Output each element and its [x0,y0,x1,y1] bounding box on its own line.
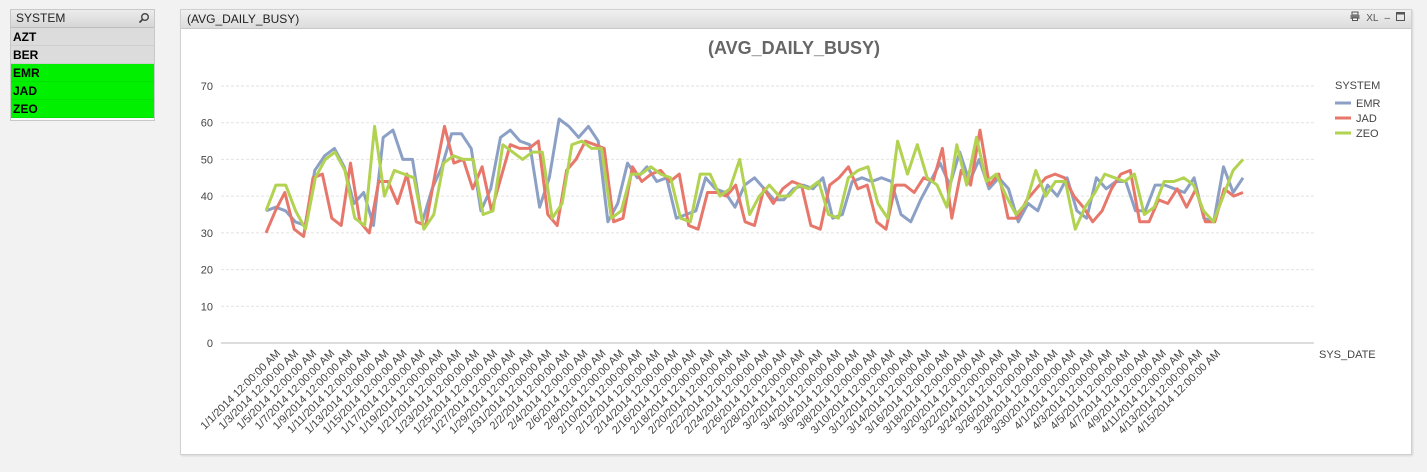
caption-icons: XL – [1350,10,1405,28]
y-axis-ticks: 0 10 20 30 40 50 60 70 [201,81,213,350]
chart-title: (AVG_DAILY_BUSY) [708,38,880,58]
legend-title: SYSTEM [1335,80,1380,92]
legend-label-zeo: ZEO [1356,128,1379,140]
maximize-icon[interactable] [1396,10,1405,28]
series-line-zeo [264,124,1245,231]
system-listbox[interactable]: SYSTEM AZT BER EMR JAD ZEO [10,9,155,121]
series-lines [264,117,1245,238]
series-line-jad [264,124,1244,238]
legend-label-jad: JAD [1356,113,1377,125]
y-tick-label: 40 [201,191,213,203]
y-tick-label: 50 [201,154,213,166]
chart-caption-bar: (AVG_DAILY_BUSY) XL – [181,10,1411,29]
legend: SYSTEM EMR JAD ZEO [1335,80,1381,140]
legend-label-emr: EMR [1356,98,1381,110]
listbox-item-azt[interactable]: AZT [11,28,154,46]
listbox-item-jad[interactable]: JAD [11,82,154,100]
minimize-button[interactable]: – [1384,13,1390,24]
listbox-item-zeo[interactable]: ZEO [11,100,154,118]
gridlines [221,85,1314,344]
series-line-emr [265,117,1245,227]
chart-object: (AVG_DAILY_BUSY) XL – (AVG_DAILY_BUSY) 0… [180,9,1412,455]
chart-caption: (AVG_DAILY_BUSY) [187,12,300,26]
listbox-title: SYSTEM [16,11,66,25]
y-tick-label: 0 [207,338,213,350]
x-axis-ticks: 1/1/2014 12:00:00 AM1/3/2014 12:00:00 AM… [199,348,1224,437]
y-tick-label: 70 [201,81,213,93]
search-icon[interactable] [138,12,150,24]
y-tick-label: 30 [201,228,213,240]
xl-export-button[interactable]: XL [1366,13,1379,24]
listbox-header: SYSTEM [11,10,154,28]
listbox-item-ber[interactable]: BER [11,46,154,64]
printer-icon[interactable] [1350,10,1360,28]
line-chart: (AVG_DAILY_BUSY) 0 10 20 30 40 50 60 70 1/1/201… [199,38,1381,437]
x-axis-label: SYS_DATE [1319,349,1376,361]
y-tick-label: 10 [201,301,213,313]
y-tick-label: 60 [201,118,213,130]
y-tick-label: 20 [201,265,213,277]
listbox-item-emr[interactable]: EMR [11,64,154,82]
